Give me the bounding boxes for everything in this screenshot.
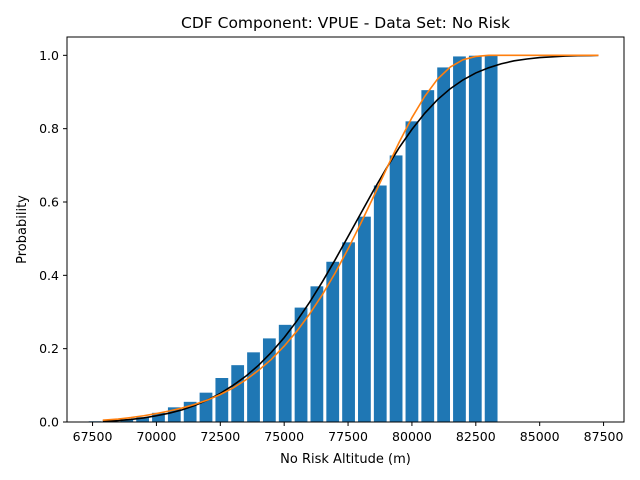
bars-layer [88, 55, 498, 423]
y-tick-label: 0.6 [39, 195, 59, 210]
lines-layer [102, 54, 599, 423]
x-tick-label: 67500 [73, 429, 113, 444]
histogram-bar [468, 55, 482, 422]
cdf-line-orange [102, 54, 599, 421]
histogram-bar [152, 412, 165, 422]
x-tick-label: 72500 [200, 429, 240, 444]
x-tick-label: 75000 [264, 429, 304, 444]
histogram-bar [405, 121, 419, 422]
histogram-bar [326, 261, 340, 422]
y-axis: 0.0 0.2 0.4 0.6 0.8 1.0 [39, 48, 67, 430]
y-tick-label: 0.2 [39, 341, 59, 356]
x-tick-label: 77500 [328, 429, 368, 444]
y-tick-label: 0.8 [39, 121, 59, 136]
histogram-bar [262, 338, 276, 422]
histogram-bar [453, 56, 466, 422]
x-tick-label: 70000 [137, 429, 177, 444]
x-tick-label: 85000 [520, 429, 560, 444]
histogram-bar [484, 55, 498, 422]
x-tick-label: 87500 [584, 429, 624, 444]
y-tick-label: 0.4 [39, 268, 59, 283]
plot-frame [66, 36, 625, 423]
histogram-bar [136, 417, 150, 422]
histogram-bar [373, 185, 387, 422]
y-tick-label: 1.0 [39, 48, 59, 63]
y-tick-label: 0.0 [39, 415, 59, 430]
histogram-bar [215, 378, 229, 422]
chart-title: CDF Component: VPUE - Data Set: No Risk [181, 14, 510, 32]
y-axis-label: Probability [15, 195, 30, 264]
cdf-line-black [102, 54, 599, 423]
x-axis-label: No Risk Altitude (m) [280, 452, 411, 467]
histogram-bar [389, 155, 403, 422]
histogram-bar [199, 392, 213, 422]
x-tick-label: 80000 [392, 429, 432, 444]
histogram-bar [247, 352, 260, 422]
histogram-bar [358, 216, 371, 422]
x-axis: 67500 70000 72500 75000 77500 80000 82500 85000… [73, 422, 624, 444]
histogram-bar [294, 307, 308, 422]
histogram-bar [342, 242, 355, 422]
histogram-bar [310, 286, 324, 422]
x-tick-label: 82500 [456, 429, 496, 444]
histogram-bar [437, 67, 451, 422]
histogram-bar [231, 365, 245, 422]
histogram-bar [421, 90, 435, 423]
